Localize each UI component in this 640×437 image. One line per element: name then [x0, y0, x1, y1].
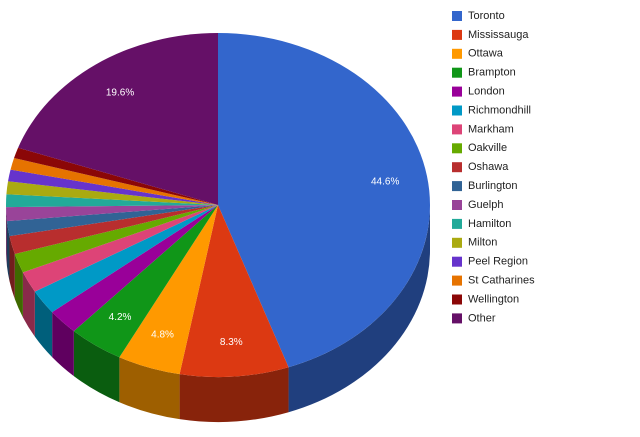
- legend-label: London: [468, 86, 505, 98]
- legend-swatch: [452, 124, 462, 135]
- slice-side: [179, 367, 289, 422]
- legend-swatch: [452, 200, 462, 210]
- value-label: 4.8%: [151, 330, 174, 341]
- legend-swatch: [452, 11, 462, 21]
- slice-side: [119, 357, 180, 420]
- slice: [6, 181, 218, 205]
- slice-side: [73, 331, 120, 403]
- legend-label: Peel Region: [468, 256, 528, 268]
- legend-label: Burlington: [468, 180, 518, 192]
- value-label: 44.6%: [371, 176, 399, 187]
- legend-label: Guelph: [468, 199, 503, 211]
- legend-swatch: [452, 256, 462, 267]
- legend-label: Oakville: [468, 142, 507, 154]
- legend-label: Ottawa: [468, 48, 504, 60]
- legend-swatch: [452, 275, 462, 286]
- slice: [8, 169, 219, 205]
- legend-label: St Catharines: [468, 275, 535, 287]
- legend-swatch: [452, 29, 462, 40]
- legend-label: Markham: [468, 123, 514, 135]
- slice-side: [52, 312, 74, 377]
- value-label: 19.6%: [106, 87, 134, 98]
- slice-side: [288, 205, 430, 413]
- legend-label: Oshawa: [468, 161, 509, 173]
- slice: [52, 205, 218, 332]
- legend-swatch: [452, 143, 462, 154]
- legend-swatch: [452, 162, 462, 173]
- slice: [179, 205, 289, 377]
- legend-swatch: [452, 294, 462, 305]
- slice: [6, 205, 218, 222]
- slice: [218, 33, 431, 368]
- slice: [34, 205, 218, 313]
- legend-label: Milton: [468, 237, 497, 249]
- slice: [6, 194, 219, 208]
- legend-label: Wellington: [468, 293, 519, 305]
- legend-swatch: [452, 237, 462, 248]
- slice: [22, 205, 219, 292]
- legend-swatch: [452, 181, 462, 192]
- legend-label: Mississauga: [468, 29, 529, 41]
- legend-swatch: [452, 313, 462, 324]
- value-label: 8.3%: [220, 337, 243, 348]
- slice-side: [22, 272, 35, 337]
- legend-swatch: [452, 218, 462, 229]
- legend-swatch: [452, 48, 462, 59]
- slice-side: [34, 291, 53, 358]
- legend-swatch: [452, 105, 462, 116]
- legend-label: Richmondhill: [468, 104, 531, 116]
- slice-side: [6, 207, 7, 267]
- slice-side: [9, 236, 15, 300]
- legend-swatch: [452, 67, 462, 78]
- slice: [73, 205, 218, 358]
- legend-label: Other: [468, 312, 496, 324]
- slice: [9, 205, 219, 255]
- legend-label: Hamilton: [468, 218, 511, 230]
- legend-swatch: [452, 86, 462, 97]
- value-label: 4.2%: [109, 312, 132, 323]
- slice-side: [14, 254, 23, 318]
- slice: [10, 158, 218, 205]
- slice-side: [6, 221, 10, 282]
- slice: [14, 205, 218, 273]
- slice: [6, 205, 219, 237]
- slice: [14, 147, 218, 205]
- slice: [119, 205, 218, 375]
- legend-label: Toronto: [468, 10, 505, 22]
- slice: [18, 33, 219, 205]
- legend-label: Brampton: [468, 67, 516, 79]
